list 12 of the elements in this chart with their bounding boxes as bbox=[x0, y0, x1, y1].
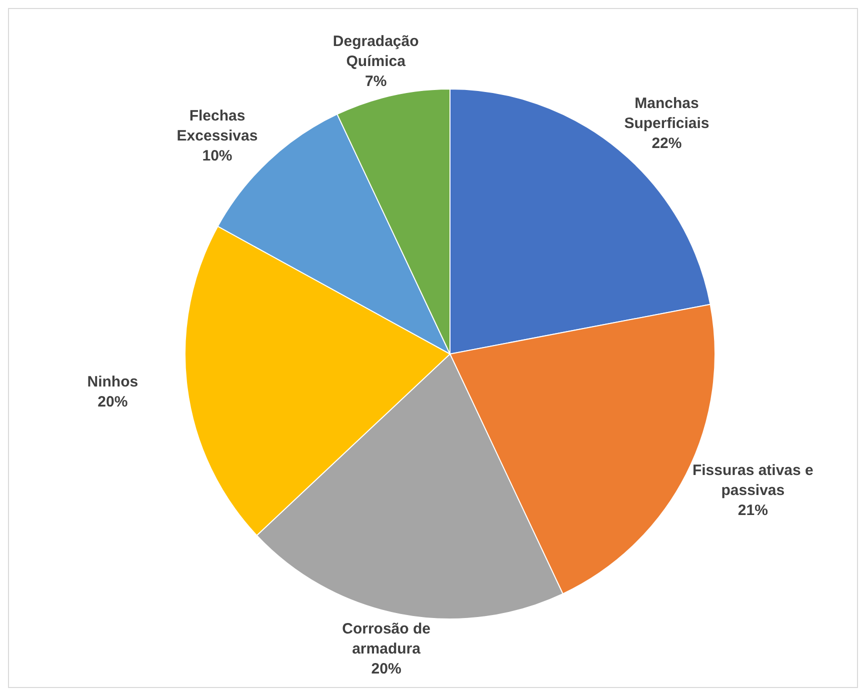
data-label: 22% bbox=[652, 134, 682, 152]
slice-label: Manchas Superficiais bbox=[624, 94, 710, 132]
slice-label: Ninhos bbox=[87, 373, 138, 390]
data-label: 7% bbox=[364, 72, 387, 90]
data-label: 20% bbox=[98, 393, 128, 410]
slice-label: Corrosão de armadura bbox=[342, 620, 430, 658]
slice-label: Flechas Excessivas bbox=[176, 106, 258, 144]
slice-label: Fissuras ativas e passivas bbox=[692, 462, 814, 499]
slice-label: Degradação Química bbox=[332, 32, 419, 70]
data-label: 10% bbox=[202, 146, 232, 164]
data-label: 21% bbox=[738, 502, 768, 519]
data-label: 20% bbox=[371, 660, 402, 678]
